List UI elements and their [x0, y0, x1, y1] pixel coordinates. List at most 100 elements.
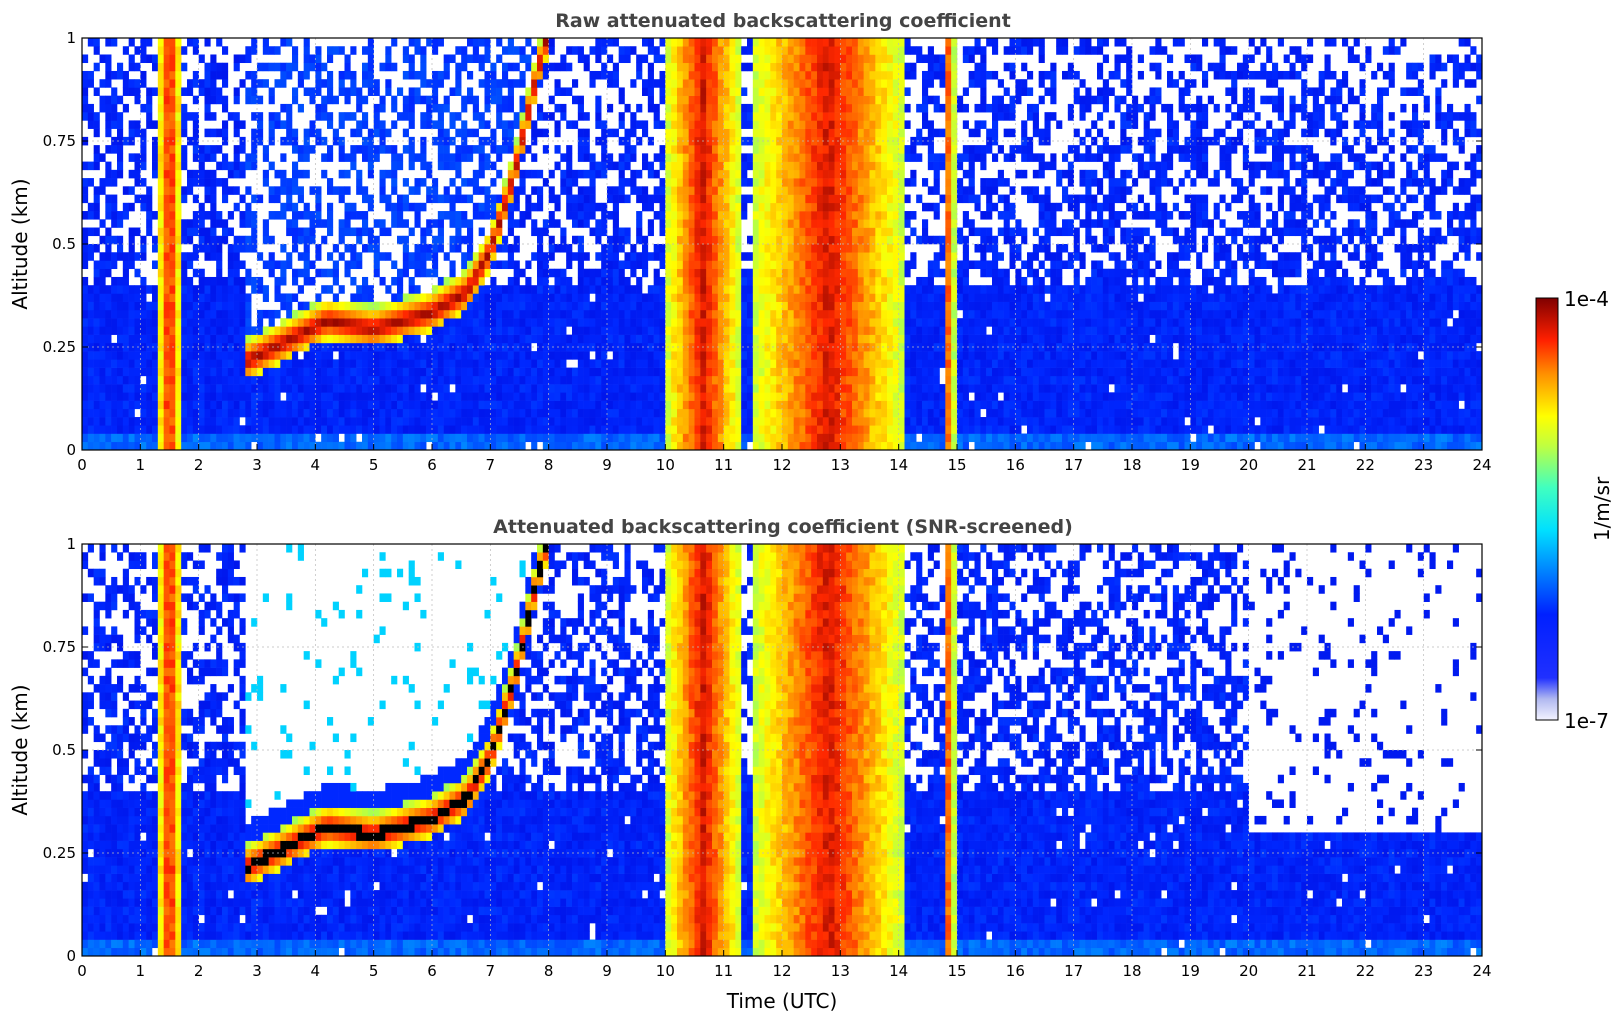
heatmap-cell [758, 112, 765, 121]
heatmap-cell [636, 359, 643, 368]
heatmap-cell [297, 235, 304, 245]
heatmap-cell [630, 178, 637, 187]
heatmap-cell [787, 334, 794, 344]
heatmap-cell [682, 326, 689, 335]
heatmap-cell [262, 178, 269, 187]
heatmap-cell [362, 211, 369, 220]
heatmap-cell [198, 334, 205, 344]
heatmap-cell [618, 169, 625, 179]
heatmap-cell [87, 392, 94, 401]
heatmap-cell [811, 128, 818, 138]
heatmap-cell [560, 153, 567, 162]
heatmap-cell [216, 441, 223, 451]
heatmap-cell [589, 326, 596, 335]
heatmap-cell [192, 441, 199, 451]
heatmap-cell [653, 301, 660, 311]
heatmap-cell [624, 301, 631, 311]
heatmap-cell [595, 235, 602, 245]
heatmap-cell [519, 46, 526, 55]
heatmap-cell [327, 318, 334, 327]
heatmap-cell [210, 285, 217, 294]
heatmap-cell [595, 318, 602, 327]
heatmap-cell [682, 79, 689, 88]
heatmap-cell [537, 375, 544, 385]
heatmap-cell [105, 120, 112, 129]
heatmap-cell [642, 38, 649, 47]
heatmap-cell [157, 384, 164, 393]
heatmap-cell [437, 38, 444, 47]
heatmap-cell [531, 128, 538, 138]
heatmap-cell [490, 367, 497, 377]
heatmap-cell [706, 359, 713, 368]
heatmap-cell [566, 367, 573, 377]
heatmap-cell [391, 153, 398, 162]
heatmap-cell [397, 351, 404, 360]
heatmap-cell [385, 318, 392, 327]
heatmap-cell [502, 433, 509, 443]
heatmap-cell [519, 219, 526, 228]
heatmap-cell [210, 153, 217, 162]
heatmap-cell [350, 211, 357, 220]
heatmap-cell [525, 54, 532, 64]
heatmap-cell [105, 244, 112, 253]
heatmap-cell [700, 178, 707, 187]
heatmap-cell [187, 301, 194, 311]
heatmap-cell [484, 79, 491, 88]
heatmap-cell [478, 309, 485, 319]
heatmap-cell [817, 227, 824, 237]
heatmap-cell [484, 87, 491, 96]
heatmap-cell [379, 194, 386, 204]
heatmap-cell [723, 161, 730, 171]
heatmap-cell [805, 211, 812, 220]
heatmap-cell [577, 367, 584, 377]
heatmap-cell [560, 309, 567, 319]
heatmap-cell [572, 211, 579, 220]
heatmap-cell [502, 375, 509, 385]
heatmap-cell [204, 384, 211, 393]
heatmap-cell [671, 120, 678, 129]
heatmap-cell [665, 400, 672, 410]
heatmap-cell [607, 359, 614, 368]
heatmap-cell [321, 400, 328, 410]
heatmap-cell [612, 70, 619, 80]
heatmap-cell [432, 441, 439, 451]
heatmap-cell [758, 441, 765, 451]
heatmap-cell [274, 169, 281, 179]
heatmap-cell [315, 425, 322, 434]
heatmap-cell [297, 408, 304, 418]
heatmap-cell [227, 384, 234, 393]
heatmap-cell [204, 318, 211, 327]
heatmap-cell [338, 219, 345, 228]
heatmap-cell [671, 417, 678, 426]
heatmap-cell [490, 219, 497, 228]
heatmap-cell [700, 285, 707, 294]
heatmap-cell [566, 342, 573, 352]
heatmap-cell [257, 384, 264, 393]
heatmap-cell [397, 293, 404, 302]
heatmap-cell [542, 46, 549, 55]
heatmap-cell [274, 334, 281, 344]
heatmap-cell [467, 318, 474, 327]
heatmap-cell [811, 194, 818, 204]
heatmap-cell [157, 178, 164, 187]
heatmap-cell [741, 103, 748, 113]
heatmap-cell [554, 425, 561, 434]
heatmap-cell [805, 408, 812, 418]
heatmap-cell [181, 301, 188, 311]
heatmap-cell [105, 95, 112, 105]
heatmap-cell [607, 38, 614, 47]
heatmap-cell [402, 70, 409, 80]
heatmap-cell [817, 441, 824, 451]
heatmap-cell [397, 87, 404, 96]
heatmap-cell [414, 268, 421, 278]
heatmap-cell [811, 334, 818, 344]
heatmap-cell [99, 384, 106, 393]
heatmap-cell [274, 120, 281, 129]
heatmap-cell [455, 375, 462, 385]
heatmap-cell [128, 186, 135, 195]
heatmap-cell [379, 408, 386, 418]
heatmap-cell [251, 38, 258, 47]
heatmap-cell [723, 367, 730, 377]
heatmap-cell [338, 384, 345, 393]
heatmap-cell [805, 375, 812, 385]
